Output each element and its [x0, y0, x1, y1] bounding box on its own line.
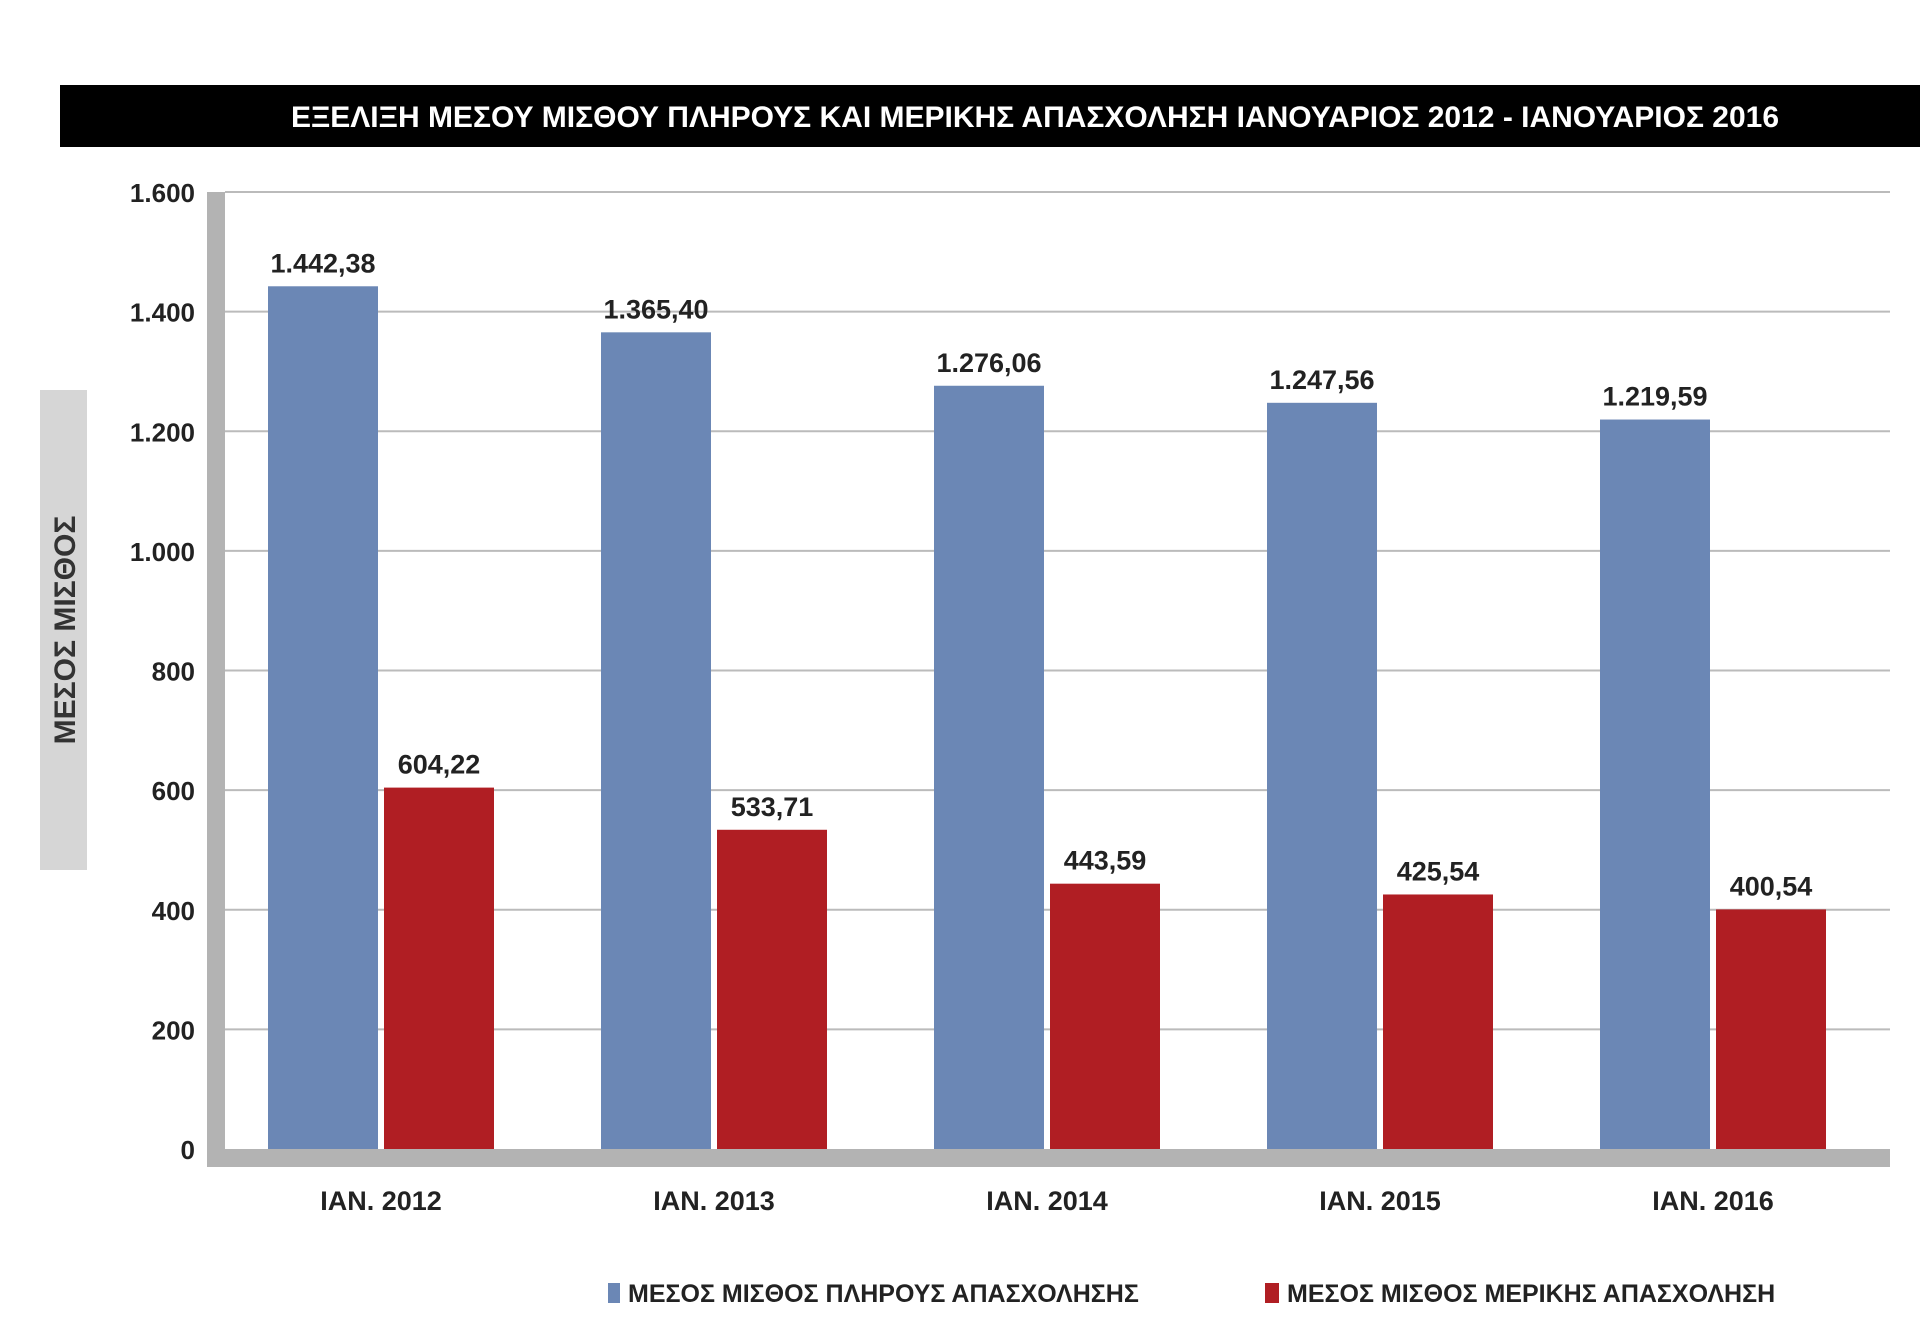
y-tick-label: 800	[152, 657, 195, 687]
y-tick-label: 0	[181, 1135, 195, 1165]
bars	[268, 286, 1826, 1150]
full-time-bar	[268, 286, 378, 1149]
y-tick-label: 200	[152, 1015, 195, 1045]
part-time-value-label: 425,54	[1397, 856, 1480, 886]
legend-label-part-time: ΜΕΣΟΣ ΜΙΣΘΟΣ ΜΕΡΙΚΗΣ ΑΠΑΣΧΟΛΗΣΗ	[1287, 1280, 1775, 1308]
plot-floor	[207, 1149, 1890, 1167]
y-tick-label: 1.000	[130, 537, 195, 567]
y-axis-label: ΜΕΣΟΣ ΜΙΣΘΟΣ	[49, 516, 82, 745]
plot-left-wall	[207, 192, 225, 1167]
x-category-label: ΙΑΝ. 2012	[320, 1186, 442, 1216]
ylabel-box	[40, 390, 87, 870]
y-tick-labels: 0 200 400 600 800 1.000 1.200 1.400 1.600	[130, 178, 195, 1165]
x-category-label: ΙΑΝ. 2016	[1652, 1186, 1774, 1216]
part-time-value-label: 533,71	[731, 792, 814, 822]
part-time-value-label: 604,22	[398, 750, 481, 780]
full-time-bar	[601, 332, 711, 1149]
full-time-value-label: 1.219,59	[1602, 382, 1707, 412]
chart-title: ΕΞΕΛΙΞΗ ΜΕΣΟΥ ΜΙΣΘΟΥ ΠΛΗΡΟΥΣ ΚΑΙ ΜΕΡΙΚΗΣ…	[291, 101, 1779, 134]
legend-label-full-time: ΜΕΣΟΣ ΜΙΣΘΟΣ ΠΛΗΡΟΥΣ ΑΠΑΣΧΟΛΗΣΗΣ	[628, 1280, 1139, 1308]
part-time-value-label: 443,59	[1064, 846, 1147, 876]
full-time-bar	[1267, 402, 1377, 1149]
y-tick-label: 400	[152, 896, 195, 926]
y-tick-label: 600	[152, 776, 195, 806]
part-time-bar	[1716, 909, 1826, 1149]
full-time-value-label: 1.276,06	[936, 348, 1041, 378]
part-time-bar	[717, 829, 827, 1149]
part-time-bar	[1383, 894, 1493, 1149]
legend: ΜΕΣΟΣ ΜΙΣΘΟΣ ΠΛΗΡΟΥΣ ΑΠΑΣΧΟΛΗΣΗΣ ΜΕΣΟΣ Μ…	[608, 1280, 1775, 1308]
category-labels: ΙΑΝ. 2012 ΙΑΝ. 2013 ΙΑΝ. 2014 ΙΑΝ. 2015 ΙΑΝ.…	[320, 1186, 1774, 1216]
legend-swatch-part-time	[1265, 1283, 1279, 1303]
x-category-label: ΙΑΝ. 2015	[1319, 1186, 1441, 1216]
y-tick-label: 1.400	[130, 298, 195, 328]
x-category-label: ΙΑΝ. 2014	[986, 1186, 1108, 1216]
x-category-label: ΙΑΝ. 2013	[653, 1186, 775, 1216]
full-time-value-label: 1.247,56	[1269, 365, 1374, 395]
value-labels: 1.442,38 604,22 1.365,40 533,71 1.276,06 443,…	[270, 248, 1812, 901]
full-time-value-label: 1.442,38	[270, 248, 375, 278]
legend-swatch-full-time	[608, 1283, 620, 1303]
title-bar	[60, 85, 1920, 147]
y-tick-label: 1.600	[130, 178, 195, 208]
part-time-value-label: 400,54	[1730, 871, 1813, 901]
part-time-bar	[1050, 883, 1160, 1149]
full-time-bar	[934, 385, 1044, 1150]
y-tick-label: 1.200	[130, 417, 195, 447]
full-time-value-label: 1.365,40	[603, 294, 708, 324]
full-time-bar	[1600, 419, 1710, 1150]
part-time-bar	[384, 787, 494, 1149]
